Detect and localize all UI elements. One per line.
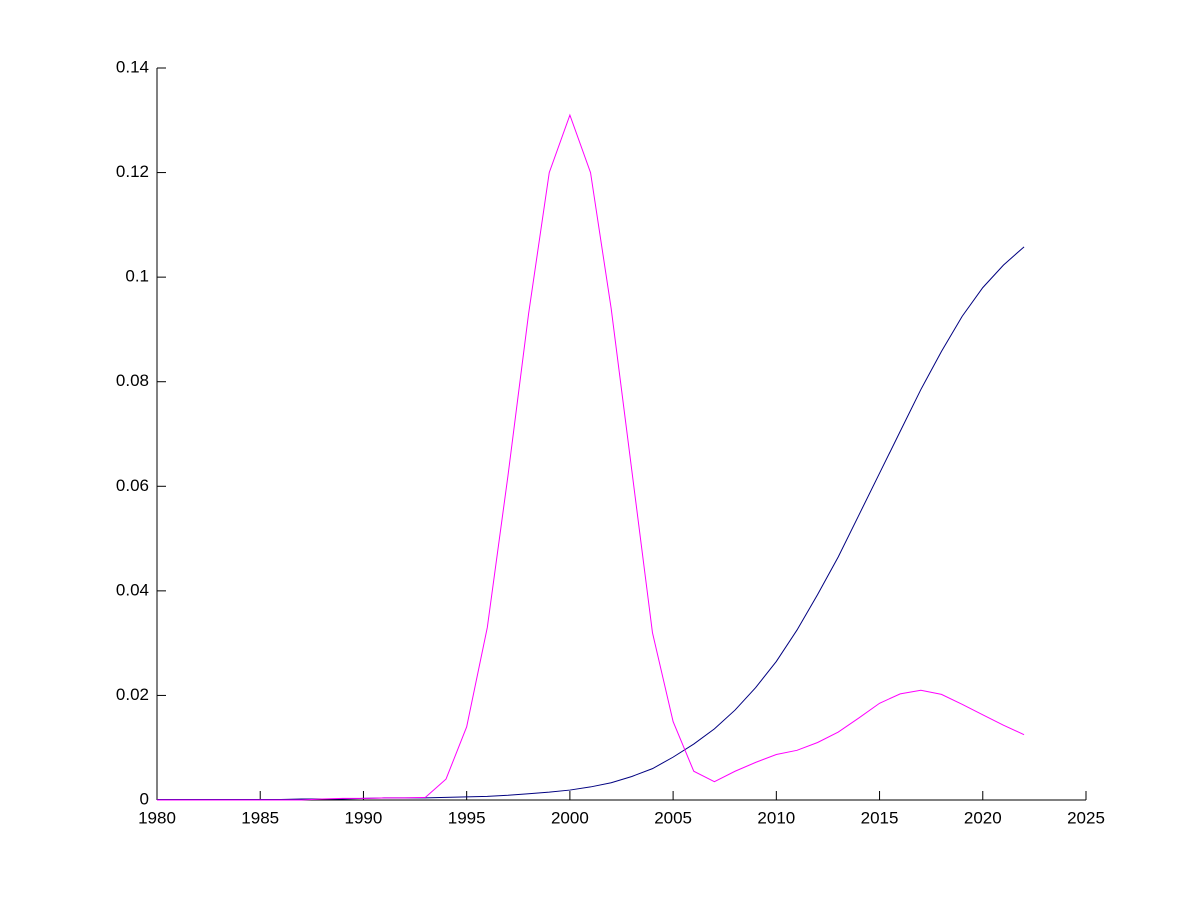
x-tick-label: 2000 [551, 808, 589, 827]
x-tick-label: 1985 [241, 808, 279, 827]
y-tick-label: 0.12 [116, 162, 149, 181]
y-tick-label: 0 [140, 789, 149, 808]
x-tick-label: 2020 [964, 808, 1002, 827]
x-tick-label: 1990 [345, 808, 383, 827]
y-tick-label: 0.04 [116, 580, 149, 599]
x-tick-label: 2010 [757, 808, 795, 827]
x-tick-label: 2015 [861, 808, 899, 827]
line-series [157, 246, 1025, 800]
line-series [157, 113, 1025, 801]
y-tick-label: 0.06 [116, 476, 149, 495]
x-tick-label: 2005 [654, 808, 692, 827]
x-tick-label: 1995 [448, 808, 486, 827]
x-tick-label: 2025 [1067, 808, 1105, 827]
x-tick-label: 1980 [138, 808, 176, 827]
y-tick-label: 0.08 [116, 371, 149, 390]
y-tick-label: 0.1 [125, 267, 149, 286]
y-tick-label: 0.14 [116, 57, 149, 76]
y-tick-label: 0.02 [116, 685, 149, 704]
